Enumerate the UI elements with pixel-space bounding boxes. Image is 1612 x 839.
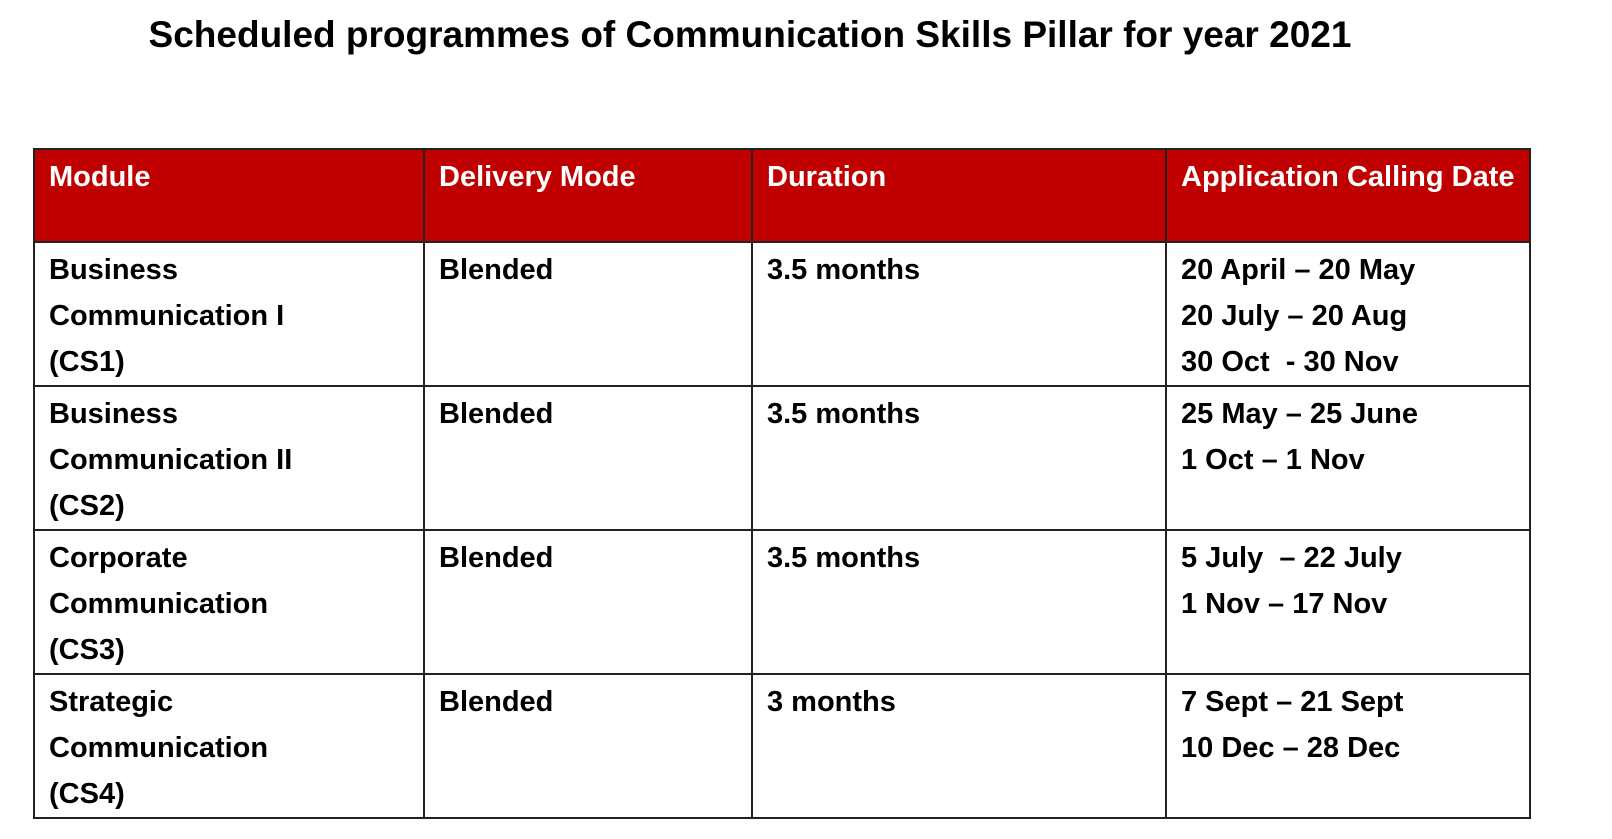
dates-cell: 5 July – 22 July 1 Nov – 17 Nov [1165,529,1531,675]
dates-line: 30 Oct - 30 Nov [1181,346,1399,378]
header-cell: Application Calling Date [1165,148,1531,243]
header-cell: Module [33,148,425,243]
dates-cell: 20 April – 20 May 20 July – 20 Aug 30 Oct … [1165,241,1531,387]
module-cell: Strategic Communication (CS4) [33,673,425,819]
module-cell: Corporate Communication (CS3) [33,529,425,675]
delivery-cell: Blended [423,673,753,819]
duration-cell: 3.5 months [751,529,1167,675]
delivery-cell: Blended [423,385,753,531]
dates-line: 5 July – 22 July [1181,542,1402,574]
module-line: Corporate [49,542,188,574]
table-row: Business Communication II (CS2) Blended 3.5 … [33,385,1531,531]
header-cell: Delivery Mode [423,148,753,243]
dates-line: 20 July – 20 Aug [1181,300,1408,332]
dates-cell: 7 Sept – 21 Sept 10 Dec – 28 Dec [1165,673,1531,819]
dates-line: 7 Sept – 21 Sept [1181,686,1404,718]
table-row: Corporate Communication (CS3) Blended 3.5 mo… [33,529,1531,675]
module-line: Business [49,398,178,430]
dates-line: 1 Nov – 17 Nov [1181,588,1388,620]
module-line: (CS1) [49,346,125,378]
module-line: Communication [49,732,269,764]
duration-cell: 3.5 months [751,241,1167,387]
header-row: Module Delivery Mode Duration Application C… [33,148,1531,243]
duration-cell: 3.5 months [751,385,1167,531]
table-row: Business Communication I (CS1) Blended 3.5 m… [33,241,1531,387]
dates-line: 25 May – 25 June [1181,398,1418,430]
module-line: Communication II [49,444,293,476]
dates-line: 20 April – 20 May [1181,254,1416,286]
module-line: (CS3) [49,634,125,666]
module-line: Communication I [49,300,285,332]
table-body: Business Communication I (CS1) Blended 3.5 m… [33,241,1531,819]
table-row: Strategic Communication (CS4) Blended 3 mont… [33,673,1531,819]
module-line: (CS4) [49,778,125,810]
module-line: Strategic [49,686,174,718]
header-cell: Duration [751,148,1167,243]
module-line: Business [49,254,178,286]
module-cell: Business Communication I (CS1) [33,241,425,387]
dates-line: 1 Oct – 1 Nov [1181,444,1365,476]
module-cell: Business Communication II (CS2) [33,385,425,531]
module-line: (CS2) [49,490,125,522]
delivery-cell: Blended [423,529,753,675]
dates-cell: 25 May – 25 June 1 Oct – 1 Nov [1165,385,1531,531]
duration-cell: 3 months [751,673,1167,819]
title: Scheduled programmes of Communication Sk… [148,14,1352,55]
dates-line: 10 Dec – 28 Dec [1181,732,1401,764]
schedule-table: Module Delivery Mode Duration Application C… [33,148,1531,819]
delivery-cell: Blended [423,241,753,387]
module-line: Communication [49,588,269,620]
